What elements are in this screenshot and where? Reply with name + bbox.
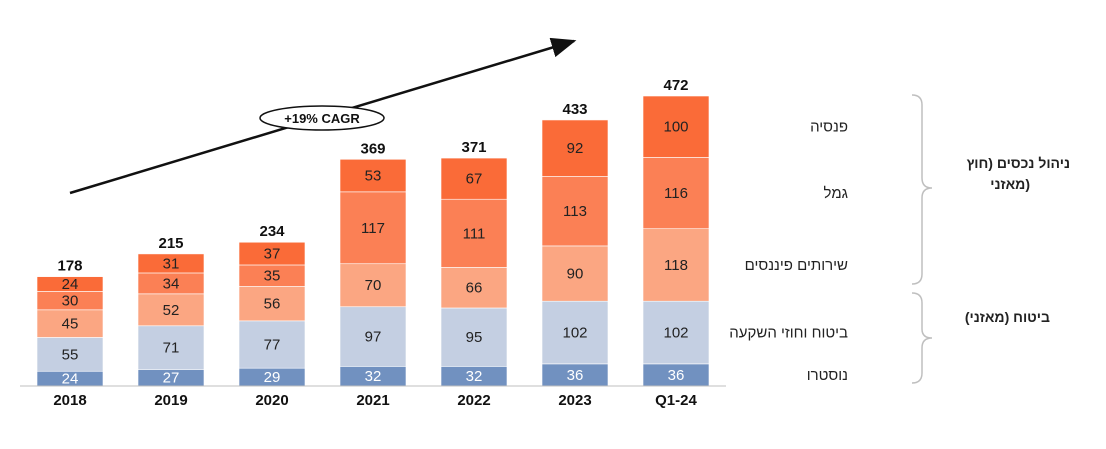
legend-series-label: נוסטרו [807, 367, 848, 384]
segment-value-label: 45 [62, 316, 79, 333]
bar-segment [440, 157, 508, 200]
segment-value-label: 56 [264, 296, 281, 313]
segment-value-label: 95 [466, 329, 483, 346]
bar-segment [541, 119, 609, 177]
bar-segment [238, 241, 306, 266]
segment-value-label: 97 [365, 329, 382, 346]
segment-value-label: 35 [264, 268, 281, 285]
bar-total-label: 371 [461, 139, 486, 156]
segment-value-label: 24 [62, 276, 79, 293]
segment-value-label: 117 [361, 220, 385, 237]
segment-value-label: 90 [567, 266, 584, 283]
group-label-insurance: ביטוח (מאזני) [965, 309, 1050, 325]
legend: נוסטרו ביטוח וחוזי השקעה שירותים פיננסים גמ… [729, 119, 848, 384]
cagr-label: +19% CAGR [284, 111, 360, 126]
segment-value-label: 34 [163, 275, 180, 292]
bar-total-label: 234 [259, 223, 285, 240]
segment-value-label: 31 [163, 255, 180, 272]
segment-value-label: 27 [163, 370, 180, 387]
segment-value-label: 102 [562, 325, 587, 342]
bracket-insurance [911, 292, 933, 384]
segment-value-label: 29 [264, 369, 281, 386]
bar-segment [36, 276, 104, 292]
x-tick-label: Q1-24 [655, 392, 697, 409]
bar-total-label: 433 [562, 101, 587, 118]
x-tick-label: 2020 [255, 392, 288, 409]
legend-series-label: פנסיה [810, 119, 848, 136]
bar-segment [440, 307, 508, 367]
x-tick-labels: 2018 2019 2020 2021 2022 2023 Q1-24 [53, 392, 697, 409]
bar-segment [339, 263, 407, 308]
x-tick-label: 2021 [356, 392, 389, 409]
bar-segment [238, 286, 306, 322]
bar-segment [642, 300, 710, 365]
segment-value-label: 102 [663, 325, 688, 342]
segment-value-label: 52 [163, 302, 180, 319]
bar-total-label: 369 [360, 140, 385, 157]
segment-value-label: 118 [664, 257, 688, 274]
cagr-ellipse [259, 105, 385, 131]
bracket-asset-management [911, 94, 933, 285]
bar-segment [339, 306, 407, 367]
segment-value-label: 113 [563, 203, 587, 220]
bar-segment [642, 228, 710, 302]
legend-series-label: ביטוח וחוזי השקעה [729, 325, 848, 342]
segment-value-label: 116 [664, 185, 688, 202]
segment-value-label: 71 [163, 340, 180, 357]
segment-value-label: 111 [463, 225, 486, 242]
bar-segment [238, 320, 306, 369]
segment-value-label: 32 [466, 368, 483, 385]
segment-value-label: 36 [668, 367, 685, 384]
segment-value-label: 66 [466, 280, 483, 297]
segment-value-label: 36 [567, 367, 584, 384]
segment-value-label: 53 [365, 168, 382, 185]
segment-value-label: 37 [264, 246, 281, 263]
bar-segment [440, 267, 508, 309]
x-tick-label: 2019 [154, 392, 187, 409]
bar-segment [541, 300, 609, 365]
segment-value-label: 70 [365, 277, 382, 294]
segment-value-label: 30 [62, 293, 79, 310]
legend-series-label: גמל [824, 185, 848, 202]
segment-value-label: 77 [264, 337, 281, 354]
x-tick-label: 2018 [53, 392, 86, 409]
legend-series-label: שירותים פיננסים [745, 257, 848, 274]
segment-value-label: 67 [466, 171, 483, 188]
segment-value-label: 100 [663, 119, 688, 136]
x-tick-label: 2023 [558, 392, 591, 409]
bar-segment [541, 176, 609, 247]
bars-layer [36, 95, 710, 387]
bar-segment [541, 245, 609, 302]
x-tick-label: 2022 [457, 392, 490, 409]
value-labels-layer: 2455453024178277152343121529775635372343… [57, 77, 688, 388]
segment-value-label: 32 [365, 368, 382, 385]
segment-value-label: 24 [62, 371, 79, 388]
segment-value-label: 55 [62, 346, 79, 363]
bar-total-label: 178 [57, 258, 82, 275]
bar-segment [642, 157, 710, 230]
bar-segment [339, 158, 407, 193]
group-label-asset-management-line1: ניהול נכסים (חוץ [967, 155, 1070, 171]
bar-segment [339, 191, 407, 265]
bar-segment [440, 198, 508, 268]
group-label-asset-management-line2: מאזני) [990, 176, 1030, 192]
bar-segment [642, 95, 710, 158]
bar-segment [137, 253, 205, 274]
segment-value-label: 92 [567, 140, 584, 157]
bar-total-label: 215 [158, 235, 183, 252]
bar-segment [36, 337, 104, 372]
bar-total-label: 472 [663, 77, 688, 94]
